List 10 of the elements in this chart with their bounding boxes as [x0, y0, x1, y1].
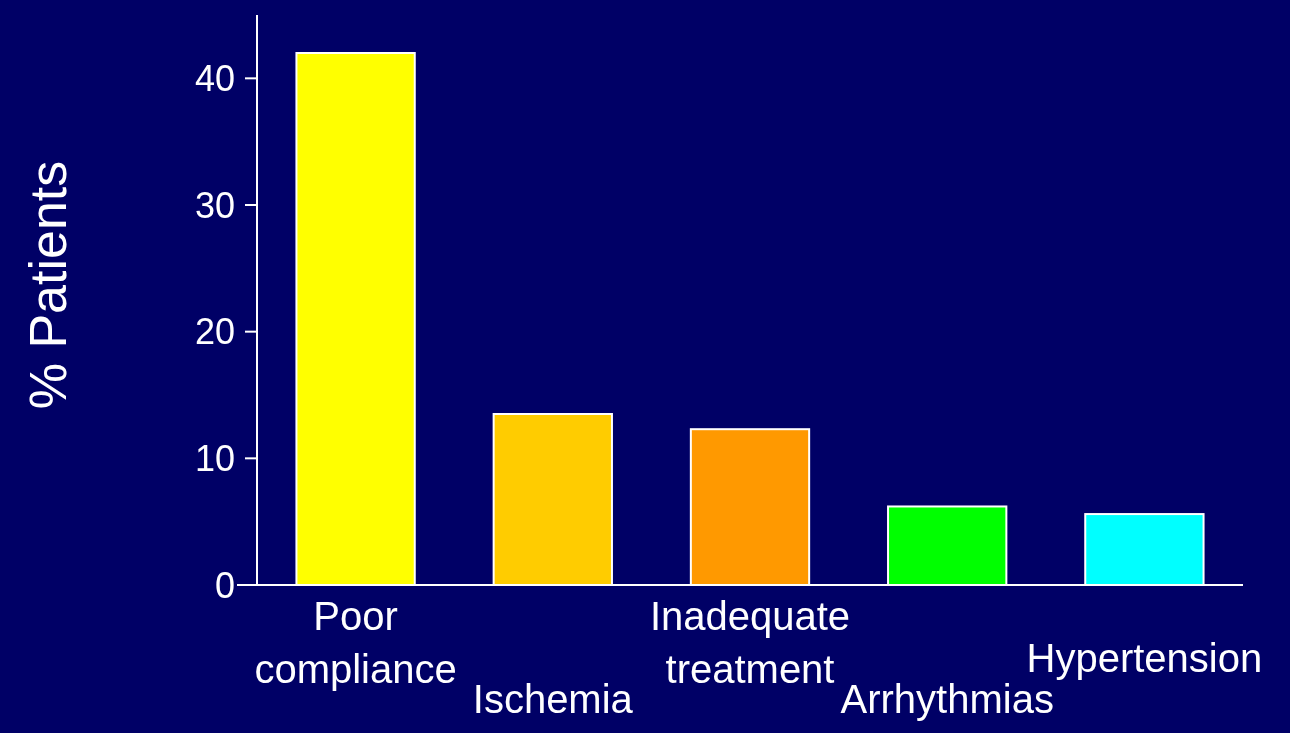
y-axis-title: % Patients [19, 160, 77, 410]
y-tick-label: 0 [214, 564, 235, 606]
y-tick-label: 40 [194, 57, 235, 99]
x-tick-label: Hypertension [1026, 635, 1263, 680]
x-tick-label: Poor compliance [254, 594, 457, 691]
y-tick-label: 30 [194, 184, 235, 226]
x-tick-label: Arrhythmias [840, 677, 1054, 721]
x-tick-label: Ischemia [472, 677, 634, 721]
y-tick-label: 10 [194, 437, 235, 479]
y-tick-label: 20 [194, 311, 235, 353]
